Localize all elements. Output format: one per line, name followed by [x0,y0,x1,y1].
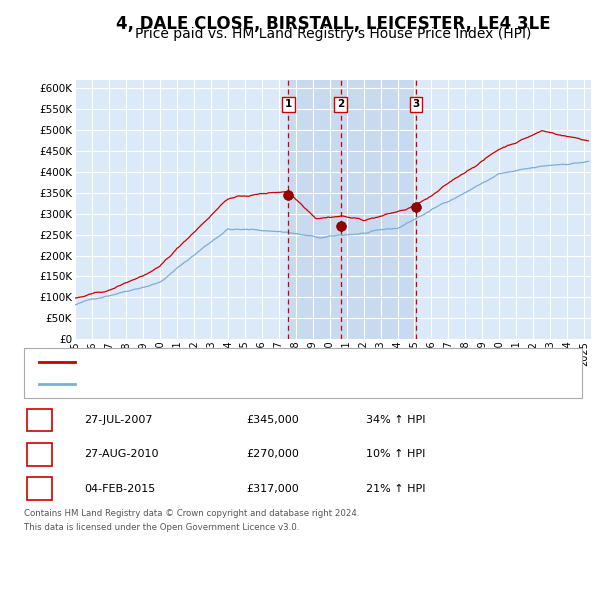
Text: 10% ↑ HPI: 10% ↑ HPI [366,450,425,459]
Text: £345,000: £345,000 [246,415,299,425]
Text: 2: 2 [36,450,43,459]
Text: 3: 3 [36,484,43,493]
Text: Contains HM Land Registry data © Crown copyright and database right 2024.: Contains HM Land Registry data © Crown c… [24,509,359,517]
Text: Price paid vs. HM Land Registry's House Price Index (HPI): Price paid vs. HM Land Registry's House … [135,27,531,41]
Text: HPI: Average price, detached house, Charnwood: HPI: Average price, detached house, Char… [82,379,323,389]
Text: 21% ↑ HPI: 21% ↑ HPI [366,484,425,493]
Text: 04-FEB-2015: 04-FEB-2015 [84,484,155,493]
Text: 2: 2 [337,99,344,109]
Text: 3: 3 [412,99,419,109]
Text: 1: 1 [285,99,292,109]
Text: £317,000: £317,000 [246,484,299,493]
Text: This data is licensed under the Open Government Licence v3.0.: This data is licensed under the Open Gov… [24,523,299,532]
Text: 4, DALE CLOSE, BIRSTALL, LEICESTER, LE4 3LE (detached house): 4, DALE CLOSE, BIRSTALL, LEICESTER, LE4 … [82,357,404,367]
Text: 34% ↑ HPI: 34% ↑ HPI [366,415,425,425]
Text: 27-AUG-2010: 27-AUG-2010 [84,450,158,459]
Bar [289,80,341,339]
Text: 27-JUL-2007: 27-JUL-2007 [84,415,152,425]
Text: 1: 1 [36,415,43,425]
Text: 4, DALE CLOSE, BIRSTALL, LEICESTER, LE4 3LE: 4, DALE CLOSE, BIRSTALL, LEICESTER, LE4 … [116,15,550,33]
Bar [341,80,416,339]
Text: £270,000: £270,000 [246,450,299,459]
